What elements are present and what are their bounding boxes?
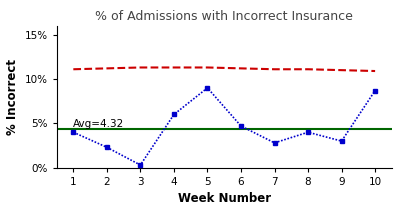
Y-axis label: % Incorrect: % Incorrect bbox=[6, 59, 19, 135]
Text: Avg=4.32: Avg=4.32 bbox=[74, 119, 124, 129]
X-axis label: Week Number: Week Number bbox=[178, 192, 271, 205]
Title: % of Admissions with Incorrect Insurance: % of Admissions with Incorrect Insurance bbox=[95, 10, 353, 23]
